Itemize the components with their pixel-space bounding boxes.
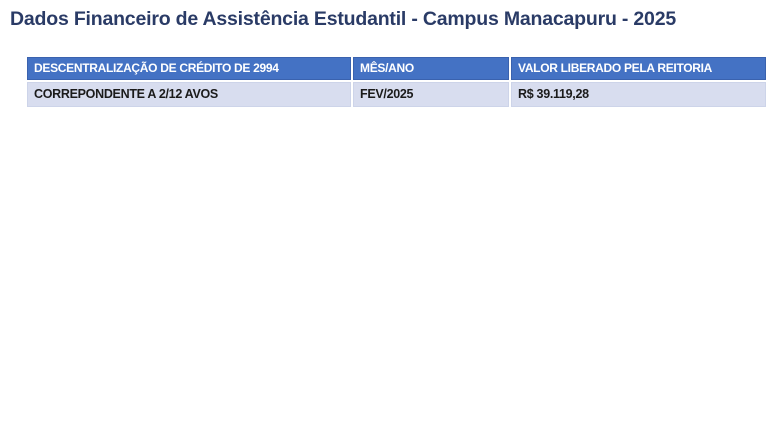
table-header-row: DESCENTRALIZAÇÃO DE CRÉDITO DE 2994 MÊS/…: [27, 57, 766, 80]
cell-mes-ano: FEV/2025: [353, 82, 509, 107]
table-row: CORREPONDENTE A 2/12 AVOS FEV/2025 R$ 39…: [27, 82, 766, 107]
cell-valor-liberado: R$ 39.119,28: [511, 82, 766, 107]
header-valor-liberado: VALOR LIBERADO PELA REITORIA: [511, 57, 766, 80]
header-mes-ano: MÊS/ANO: [353, 57, 509, 80]
header-descentralizacao-credito: DESCENTRALIZAÇÃO DE CRÉDITO DE 2994: [27, 57, 351, 80]
finance-table: DESCENTRALIZAÇÃO DE CRÉDITO DE 2994 MÊS/…: [25, 55, 768, 109]
cell-descentralizacao-credito: CORREPONDENTE A 2/12 AVOS: [27, 82, 351, 107]
page-title: Dados Financeiro de Assistência Estudant…: [10, 8, 676, 30]
